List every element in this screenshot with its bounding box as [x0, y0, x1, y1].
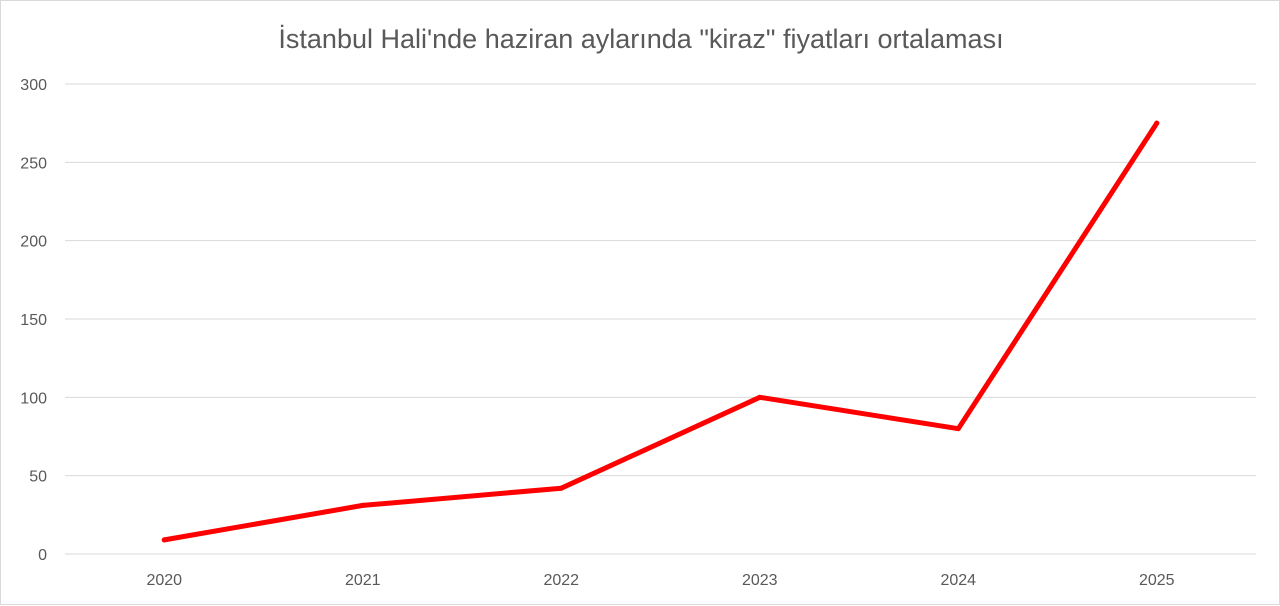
data-point	[360, 502, 366, 508]
gridlines	[65, 83, 1256, 555]
y-tick-label: 200	[20, 234, 47, 251]
x-tick-label: 2024	[940, 572, 976, 589]
data-point	[558, 485, 564, 491]
data-point	[955, 426, 961, 432]
y-tick-label: 250	[20, 155, 47, 172]
x-tick-label: 2020	[146, 572, 182, 589]
chart-title: İstanbul Hali'nde haziran aylarında "kir…	[278, 23, 1003, 54]
y-tick-label: 150	[20, 312, 47, 329]
y-tick-label: 300	[20, 77, 47, 94]
x-tick-label: 2023	[742, 572, 778, 589]
series-layer	[161, 120, 1160, 543]
y-tick-label: 50	[29, 469, 47, 486]
x-tick-label: 2021	[345, 572, 381, 589]
series-line	[161, 120, 1160, 543]
x-tick-label: 2025	[1139, 572, 1175, 589]
y-tick-label: 100	[20, 390, 47, 407]
data-point	[161, 537, 167, 543]
x-axis-tick-labels: 2020 2021 2022 2023 2024 2025	[146, 572, 1174, 589]
data-point	[757, 394, 763, 400]
x-tick-label: 2022	[543, 572, 579, 589]
y-tick-label: 0	[38, 547, 47, 564]
data-point	[1154, 120, 1160, 126]
y-axis-tick-labels: 0 50 100 150 200 250 300	[20, 77, 47, 564]
